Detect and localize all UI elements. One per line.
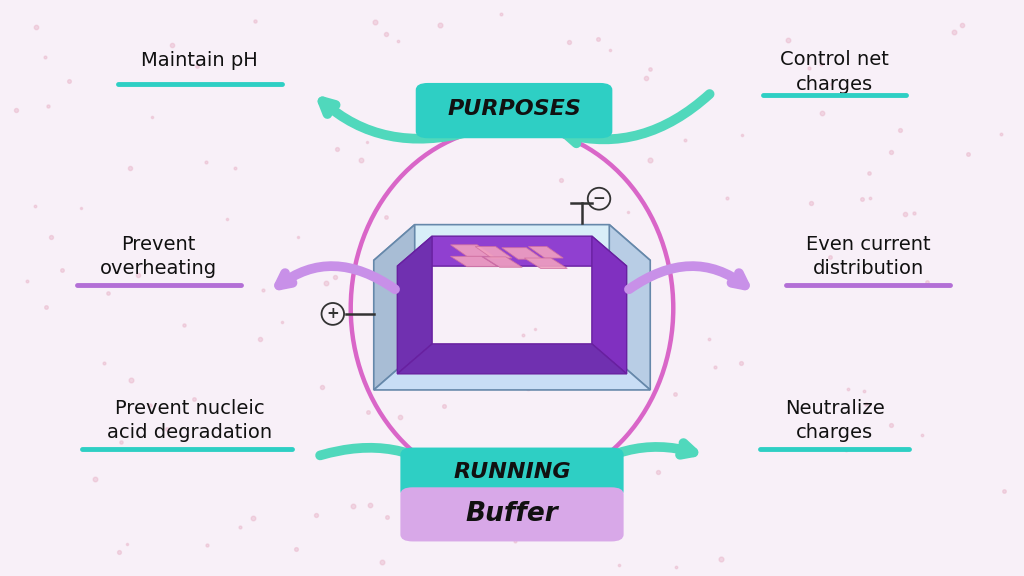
Polygon shape xyxy=(397,236,432,374)
Polygon shape xyxy=(374,354,650,390)
Text: −: − xyxy=(593,191,605,206)
Text: PURPOSES: PURPOSES xyxy=(447,100,581,119)
Text: RUNNING: RUNNING xyxy=(454,462,570,482)
Text: Prevent nucleic
acid degradation: Prevent nucleic acid degradation xyxy=(106,399,272,442)
Polygon shape xyxy=(451,245,494,256)
Polygon shape xyxy=(397,236,627,266)
Polygon shape xyxy=(374,225,650,260)
Text: Control net
charges: Control net charges xyxy=(780,50,889,94)
Text: Neutralize
charges: Neutralize charges xyxy=(784,399,885,442)
FancyBboxPatch shape xyxy=(400,448,624,498)
Polygon shape xyxy=(397,344,627,374)
FancyBboxPatch shape xyxy=(400,487,624,541)
FancyBboxPatch shape xyxy=(416,83,612,138)
Polygon shape xyxy=(502,248,543,259)
Text: Maintain pH: Maintain pH xyxy=(141,51,258,70)
Text: Even current
distribution: Even current distribution xyxy=(806,234,931,278)
Polygon shape xyxy=(609,225,650,390)
Polygon shape xyxy=(451,256,498,267)
Text: Buffer: Buffer xyxy=(466,501,558,527)
Polygon shape xyxy=(592,236,627,374)
Polygon shape xyxy=(374,225,415,390)
Polygon shape xyxy=(483,257,522,267)
Text: +: + xyxy=(327,306,339,321)
Polygon shape xyxy=(524,258,567,268)
Polygon shape xyxy=(475,247,512,258)
Polygon shape xyxy=(528,247,563,258)
Text: Prevent
overheating: Prevent overheating xyxy=(100,234,217,278)
